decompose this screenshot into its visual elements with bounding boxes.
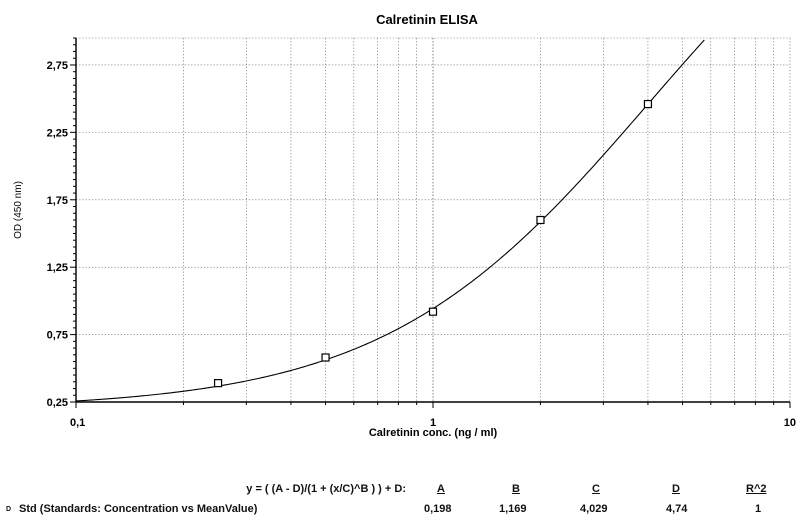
- y-tick-label: 1,25: [47, 262, 68, 274]
- header-r2: R^2: [746, 483, 767, 495]
- grid: [76, 37, 791, 402]
- data-points: [213, 99, 653, 388]
- y-tick-label: 0,75: [47, 330, 68, 342]
- value-d: 4,74: [666, 503, 688, 515]
- value-b: 1,169: [499, 503, 527, 515]
- data-point: [321, 353, 330, 362]
- tick-labels: 0,25 0,75 1,25 1,75 2,25 2,75 0,1 1 10: [47, 60, 796, 429]
- x-tick-label: 0,1: [70, 417, 85, 429]
- equation-formula: y = ( (A - D)/(1 + (x/C)^B ) ) + D:: [246, 483, 406, 495]
- chart: Calretinin ELISA 0,25 0,75 1,25 1,75 2,25 2,7…: [13, 12, 796, 439]
- header-c: C: [592, 483, 600, 495]
- y-axis-label: OD (450 nm): [13, 181, 24, 239]
- y-tick-label: 2,75: [47, 60, 68, 72]
- equation-header-row: y = ( (A - D)/(1 + (x/C)^B ) ) + D: A B …: [0, 483, 801, 501]
- data-point: [643, 99, 653, 109]
- data-point: [536, 215, 545, 225]
- y-tick-label: 0,25: [47, 397, 68, 409]
- value-r2: 1: [755, 503, 762, 515]
- axes: [70, 37, 791, 408]
- row-label: Std (Standards: Concentration vs MeanVal…: [19, 503, 258, 515]
- value-c: 4,029: [580, 503, 608, 515]
- row-marker: D: [6, 506, 12, 513]
- x-tick-label: 1: [430, 417, 436, 429]
- value-a: 0,198: [424, 503, 452, 515]
- data-point: [428, 307, 438, 316]
- header-a: A: [437, 483, 445, 495]
- equation-values-row: D Std (Standards: Concentration vs MeanV…: [0, 503, 801, 521]
- y-tick-label: 1,75: [47, 195, 68, 207]
- data-point: [213, 379, 223, 388]
- y-tick-label: 2,25: [47, 127, 68, 139]
- chart-title: Calretinin ELISA: [376, 12, 478, 27]
- x-tick-label: 10: [784, 417, 796, 429]
- x-axis-label: Calretinin conc. (ng / ml): [369, 427, 498, 439]
- fit-curve: [75, 39, 705, 402]
- header-b: B: [512, 483, 520, 495]
- header-d: D: [672, 483, 680, 495]
